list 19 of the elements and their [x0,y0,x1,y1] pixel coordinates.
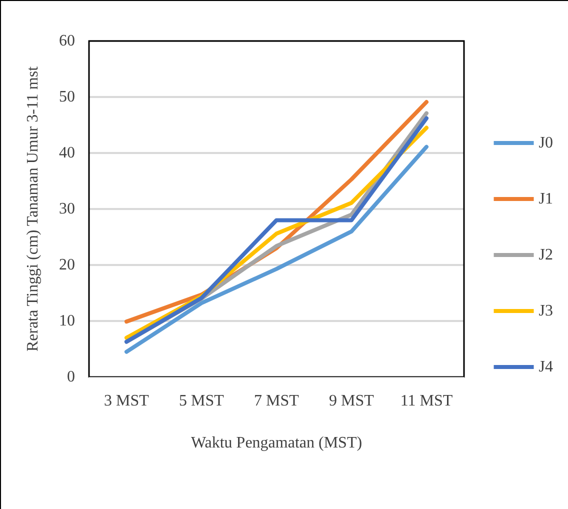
y-tick-label: 30 [59,200,75,218]
x-tick-label: 3 MST [104,392,150,410]
legend-label: J1 [538,190,554,208]
legend-label: J3 [538,302,554,320]
x-tick-label: 9 MST [329,392,374,410]
legend-label: J2 [538,246,554,264]
legend-label: J0 [538,134,554,152]
legend-label: J4 [538,358,554,376]
y-tick-label: 60 [59,32,75,50]
y-tick-label: 0 [67,368,75,386]
x-tick-label: 5 MST [179,392,224,410]
y-tick-label: 50 [59,88,75,106]
x-axis-title: Waktu Pengamatan (MST) [190,434,362,452]
y-axis-title: Rerata Tinggi (cm) Tanaman Umur 3-11 mst [24,66,42,352]
x-tick-label: 7 MST [254,392,300,410]
x-tick-label: 11 MST [400,392,453,410]
y-tick-label: 40 [59,144,75,162]
y-tick-label: 20 [59,256,75,274]
y-tick-label: 10 [59,312,75,330]
